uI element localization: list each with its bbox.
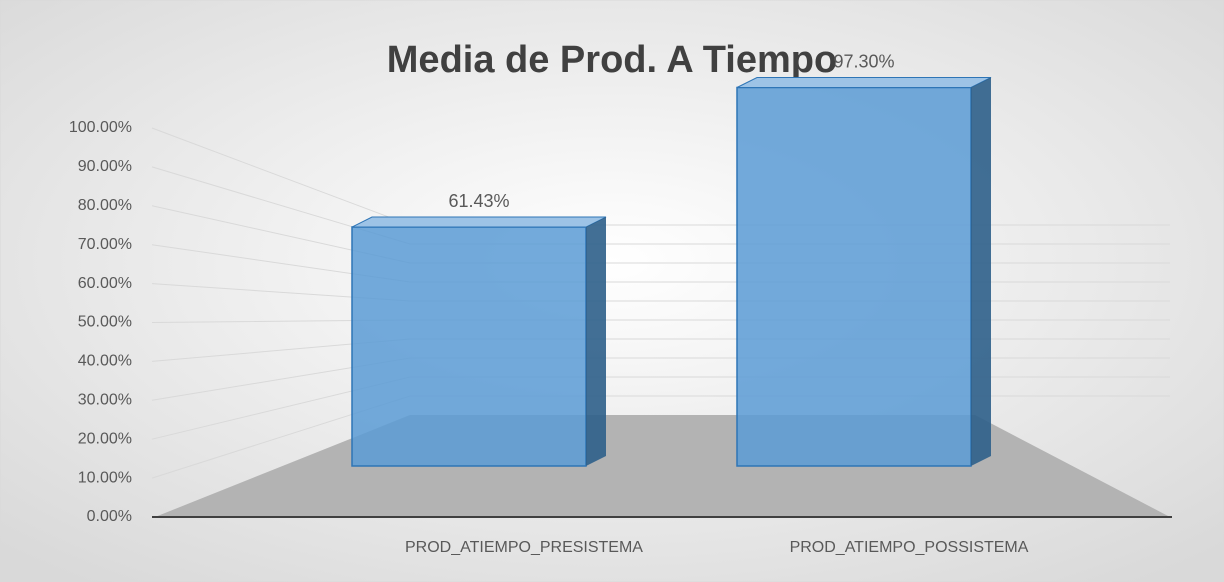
y-tick-label: 90.00%: [78, 158, 132, 175]
y-tick-label: 10.00%: [78, 469, 132, 486]
bar-side: [586, 217, 606, 466]
value-label: 97.30%: [833, 51, 894, 71]
bar: [736, 86, 972, 467]
y-tick-label: 20.00%: [78, 430, 132, 447]
x-tick-label: PROD_ATIEMPO_PRESISTEMA: [405, 539, 643, 556]
y-tick-label: 80.00%: [78, 197, 132, 214]
x-tick-label: PROD_ATIEMPO_POSSISTEMA: [790, 539, 1029, 556]
y-tick-label: 70.00%: [78, 236, 132, 253]
y-tick-label: 0.00%: [87, 508, 132, 525]
bar: [351, 226, 587, 467]
y-tick-label: 30.00%: [78, 392, 132, 409]
y-tick-label: 50.00%: [78, 314, 132, 331]
bar-top: [351, 216, 607, 228]
chart-title: Media de Prod. A Tiempo: [387, 39, 837, 81]
bar-top: [736, 77, 992, 89]
y-tick-label: 100.00%: [69, 119, 132, 136]
bar-side: [971, 77, 991, 467]
y-tick-label: 60.00%: [78, 275, 132, 292]
y-tick-label: 40.00%: [78, 353, 132, 370]
value-label: 61.43%: [448, 191, 509, 211]
